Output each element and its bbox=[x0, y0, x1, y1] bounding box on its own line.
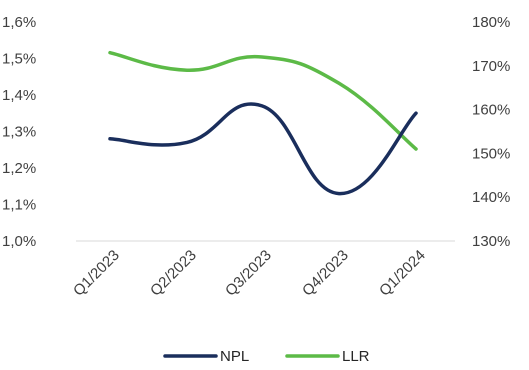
x-axis-tick-label: Q4/2023 bbox=[299, 247, 352, 300]
left-axis-tick-label: 1,0% bbox=[2, 233, 36, 250]
left-axis-tick-label: 1,1% bbox=[2, 197, 36, 214]
series-line-npl bbox=[108, 102, 418, 196]
right-axis-tick-labels: 130% 140% 150% 160% 170% 180% bbox=[472, 14, 510, 250]
right-axis-tick-label: 130% bbox=[472, 233, 510, 250]
series-lines bbox=[108, 50, 418, 196]
right-axis-tick-label: 140% bbox=[472, 189, 510, 206]
x-axis-tick-label: Q1/2024 bbox=[376, 247, 429, 300]
x-axis-tick-label: Q3/2023 bbox=[222, 247, 275, 300]
right-axis-tick-label: 180% bbox=[472, 14, 510, 31]
legend-label-npl: NPL bbox=[220, 348, 249, 365]
left-axis-tick-label: 1,6% bbox=[2, 14, 36, 31]
x-axis-tick-labels: Q1/2023 Q2/2023 Q3/2023 Q4/2023 Q1/2024 bbox=[70, 247, 429, 300]
left-axis-tick-label: 1,3% bbox=[2, 124, 36, 141]
left-axis-tick-label: 1,2% bbox=[2, 160, 36, 177]
left-axis-tick-label: 1,5% bbox=[2, 51, 36, 68]
x-axis-tick-label: Q1/2023 bbox=[70, 247, 123, 300]
legend-label-llr: LLR bbox=[342, 348, 370, 365]
left-axis-tick-labels: 1,0% 1,1% 1,2% 1,3% 1,4% 1,5% 1,6% bbox=[2, 14, 36, 250]
right-axis-tick-label: 160% bbox=[472, 102, 510, 119]
right-axis-tick-label: 150% bbox=[472, 145, 510, 162]
right-axis-tick-label: 170% bbox=[472, 58, 510, 75]
series-line-llr bbox=[108, 50, 418, 151]
left-axis-tick-label: 1,4% bbox=[2, 87, 36, 104]
chart-legend: NPL LLR bbox=[163, 348, 370, 365]
x-axis-tick-label: Q2/2023 bbox=[147, 247, 200, 300]
